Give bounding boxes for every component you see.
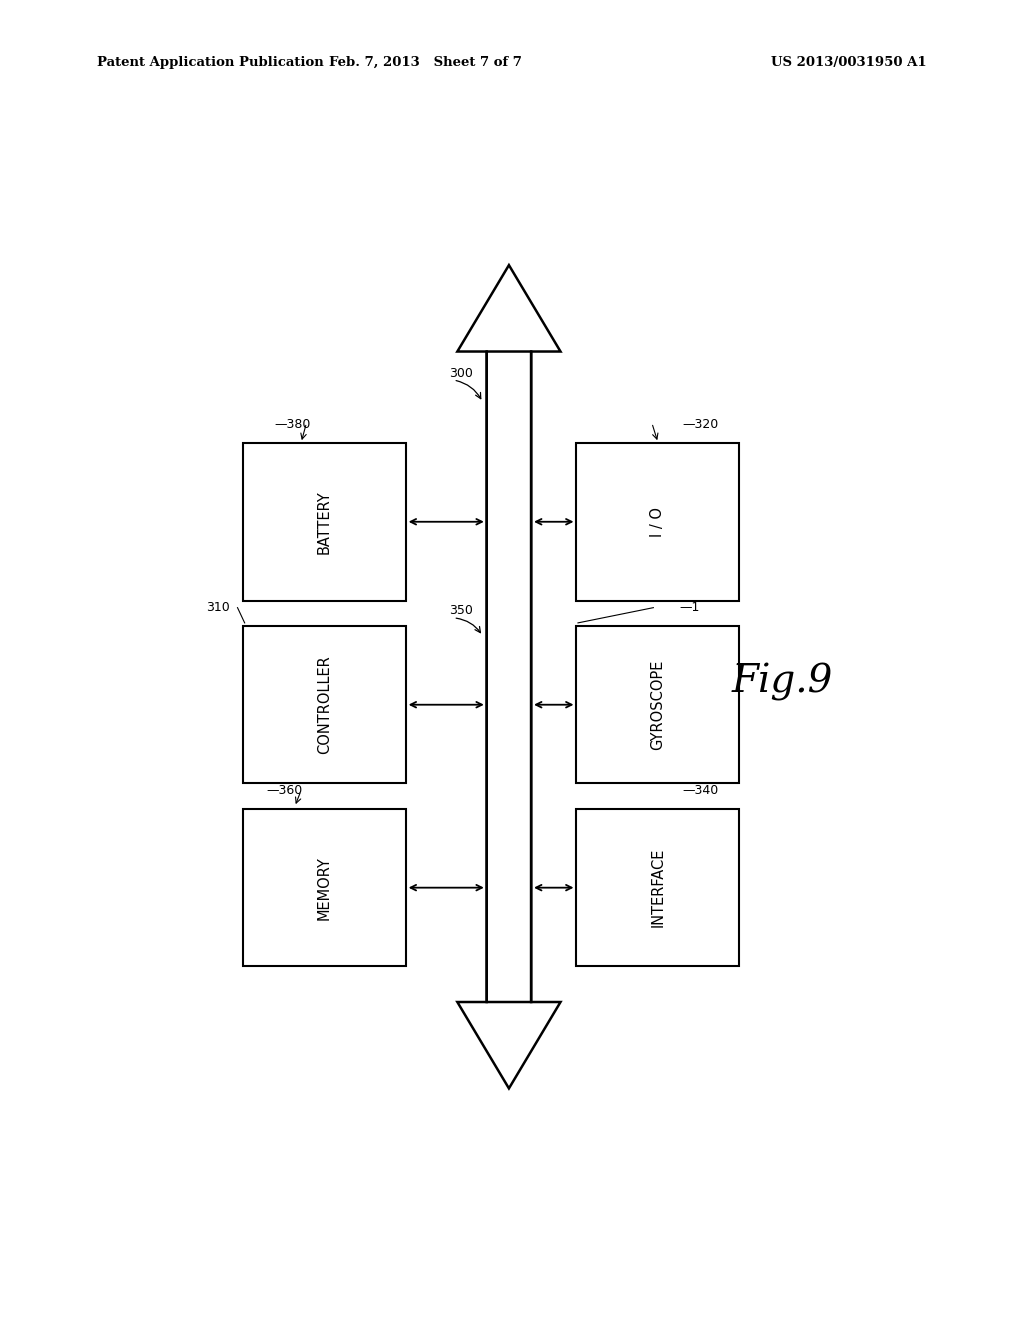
Text: I / O: I / O (650, 507, 666, 537)
Text: US 2013/0031950 A1: US 2013/0031950 A1 (771, 55, 927, 69)
Text: Fig.9: Fig.9 (732, 663, 834, 701)
Text: BATTERY: BATTERY (316, 490, 332, 553)
Text: 300: 300 (450, 367, 473, 380)
Text: —1: —1 (680, 601, 700, 614)
Text: CONTROLLER: CONTROLLER (316, 655, 332, 754)
Text: —320: —320 (682, 418, 718, 432)
Text: INTERFACE: INTERFACE (650, 847, 666, 928)
Text: —360: —360 (267, 784, 303, 797)
Bar (577, 809, 739, 966)
Text: GYROSCOPE: GYROSCOPE (650, 660, 666, 750)
Text: Feb. 7, 2013   Sheet 7 of 7: Feb. 7, 2013 Sheet 7 of 7 (329, 55, 521, 69)
Text: Patent Application Publication: Patent Application Publication (97, 55, 324, 69)
Bar (243, 809, 406, 966)
Bar (243, 444, 406, 601)
Text: 310: 310 (206, 601, 229, 614)
Text: —340: —340 (682, 784, 718, 797)
Bar (243, 626, 406, 784)
Text: 350: 350 (450, 605, 473, 618)
Bar (577, 626, 739, 784)
Bar (577, 444, 739, 601)
Text: —380: —380 (274, 418, 311, 432)
Text: MEMORY: MEMORY (316, 855, 332, 920)
